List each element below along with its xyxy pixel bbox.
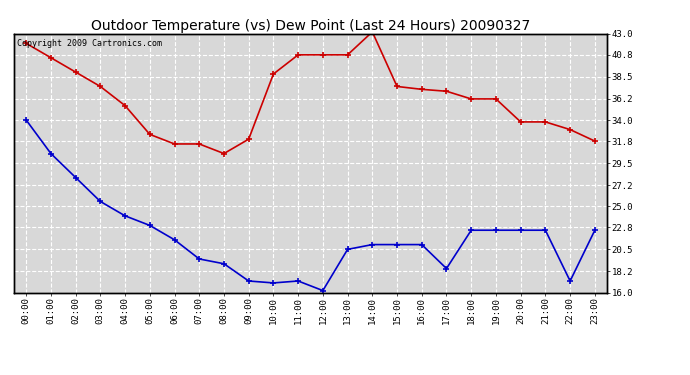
Title: Outdoor Temperature (vs) Dew Point (Last 24 Hours) 20090327: Outdoor Temperature (vs) Dew Point (Last… xyxy=(91,19,530,33)
Text: Copyright 2009 Cartronics.com: Copyright 2009 Cartronics.com xyxy=(17,39,161,48)
